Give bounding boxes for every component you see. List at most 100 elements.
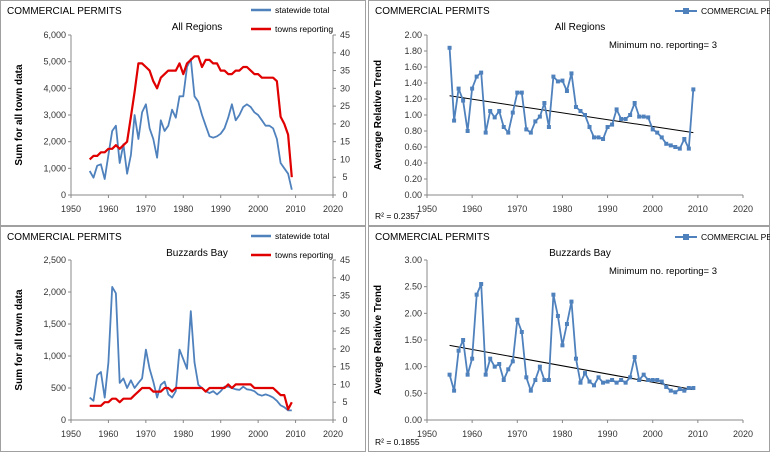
data-point-marker xyxy=(555,314,560,318)
data-point-marker xyxy=(605,125,610,129)
data-point-marker xyxy=(641,114,646,119)
data-point-marker xyxy=(691,87,696,92)
data-point-marker xyxy=(506,367,511,372)
data-point-marker xyxy=(515,90,520,95)
y-tick-label: 0.00 xyxy=(404,415,422,425)
y2-tick-label: 10 xyxy=(340,154,350,164)
data-point-marker xyxy=(573,105,578,109)
x-tick-label: 1950 xyxy=(61,429,81,439)
y-tick-label: 2.00 xyxy=(404,308,422,318)
data-point-marker xyxy=(510,359,515,364)
y-axis-title: Average Relative Trend xyxy=(373,60,384,170)
y2-tick-label: 45 xyxy=(340,255,350,265)
y-tick-label: 2,500 xyxy=(43,255,66,265)
data-point-marker xyxy=(628,113,633,117)
data-point-marker xyxy=(578,380,583,385)
data-point-marker xyxy=(456,86,461,91)
chart-trend-all-regions: COMMERCIAL PERMITS All Regions 0.00 0.20 0.4… xyxy=(373,6,770,221)
data-point-marker xyxy=(452,118,457,123)
data-point-marker xyxy=(461,338,466,342)
y-tick-label: 0.50 xyxy=(404,388,422,398)
data-point-marker xyxy=(641,372,646,377)
data-point-marker xyxy=(488,109,493,113)
data-point-marker xyxy=(546,125,551,129)
trendline xyxy=(449,95,694,134)
y2-tick-label: 0 xyxy=(342,190,347,200)
y2-tick-label: 15 xyxy=(340,362,350,372)
data-point-marker xyxy=(555,79,560,84)
chart-panel-trend-buzzards-bay: COMMERCIAL PERMITS Buzzards Bay 0.00 0.50 1.… xyxy=(368,226,770,452)
data-point-marker xyxy=(592,383,597,388)
y-tick-label: 0.60 xyxy=(404,142,422,152)
data-point-marker xyxy=(537,364,542,369)
series-line-0 xyxy=(89,286,292,412)
y2-tick-label: 20 xyxy=(340,344,350,354)
data-point-marker xyxy=(596,135,601,140)
chart-title: COMMERCIAL PERMITS xyxy=(375,6,490,17)
data-point-marker xyxy=(465,372,470,377)
data-point-marker xyxy=(560,343,565,348)
data-point-marker xyxy=(542,101,547,105)
y-axis-title: Average Relative Trend xyxy=(373,285,384,395)
y2-tick-label: 25 xyxy=(340,101,350,111)
x-tick-label: 2010 xyxy=(286,204,306,214)
series-line-1 xyxy=(88,55,293,178)
data-point-marker xyxy=(551,292,556,297)
data-point-marker xyxy=(474,292,479,297)
data-point-marker xyxy=(668,143,673,148)
y-tick-label: 0.20 xyxy=(404,174,422,184)
x-tick-label: 2000 xyxy=(248,429,268,439)
data-point-marker xyxy=(524,127,529,132)
data-point-marker xyxy=(673,145,678,149)
chart-statewide-buzzards-bay: COMMERCIAL PERMITS Buzzards Bay 0 500 1,000 1… xyxy=(7,231,350,439)
x-tick-label: 2010 xyxy=(688,429,708,439)
data-point-marker xyxy=(501,125,506,129)
region-subtitle: Buzzards Bay xyxy=(549,248,611,259)
y2-tick-label: 15 xyxy=(340,137,350,147)
x-tick-label: 1990 xyxy=(211,204,231,214)
data-point-marker xyxy=(492,115,497,120)
data-point-marker xyxy=(668,388,673,393)
y2-tick-label: 30 xyxy=(340,83,350,93)
x-tick-label: 2000 xyxy=(248,204,268,214)
y-tick-label: 1,000 xyxy=(43,351,66,361)
data-point-marker xyxy=(447,372,452,377)
x-tick-label: 1990 xyxy=(598,429,618,439)
x-tick-label: 2010 xyxy=(688,204,708,214)
x-tick-label: 2020 xyxy=(323,429,343,439)
data-point-marker xyxy=(659,135,664,140)
y2-tick-label: 5 xyxy=(342,172,347,182)
data-point-marker xyxy=(564,322,569,326)
data-point-marker xyxy=(646,378,651,382)
data-point-marker xyxy=(447,45,452,50)
y-axis-title: Sum for all town data xyxy=(14,289,25,391)
data-point-marker xyxy=(623,117,628,121)
data-point-marker xyxy=(686,146,691,151)
data-point-marker xyxy=(479,70,484,75)
x-tick-label: 2010 xyxy=(286,429,306,439)
data-point-marker xyxy=(637,114,642,119)
data-point-marker xyxy=(614,380,619,385)
y-tick-label: 0.00 xyxy=(404,190,422,200)
trendline xyxy=(449,344,694,391)
data-point-marker xyxy=(506,130,511,135)
y-tick-label: 1.00 xyxy=(404,110,422,120)
data-point-marker xyxy=(583,113,587,117)
y2-tick-label: 0 xyxy=(342,415,347,425)
data-point-marker xyxy=(664,141,669,146)
y-tick-label: 4,000 xyxy=(43,83,66,93)
y-tick-label: 1.00 xyxy=(404,362,422,372)
x-tick-label: 1960 xyxy=(98,429,118,439)
y-tick-label: 500 xyxy=(51,383,66,393)
x-tick-label: 1960 xyxy=(98,204,118,214)
data-point-marker xyxy=(677,146,682,151)
y2-tick-label: 5 xyxy=(342,397,347,407)
data-point-marker xyxy=(528,130,533,135)
y2-tick-label: 30 xyxy=(340,308,350,318)
y-tick-label: 3.00 xyxy=(404,255,422,265)
data-point-marker xyxy=(497,109,502,113)
data-point-marker xyxy=(605,379,610,384)
data-point-marker xyxy=(542,378,547,382)
chart-trend-buzzards-bay: COMMERCIAL PERMITS Buzzards Bay 0.00 0.50 1.… xyxy=(373,232,770,447)
data-point-marker xyxy=(456,348,461,353)
